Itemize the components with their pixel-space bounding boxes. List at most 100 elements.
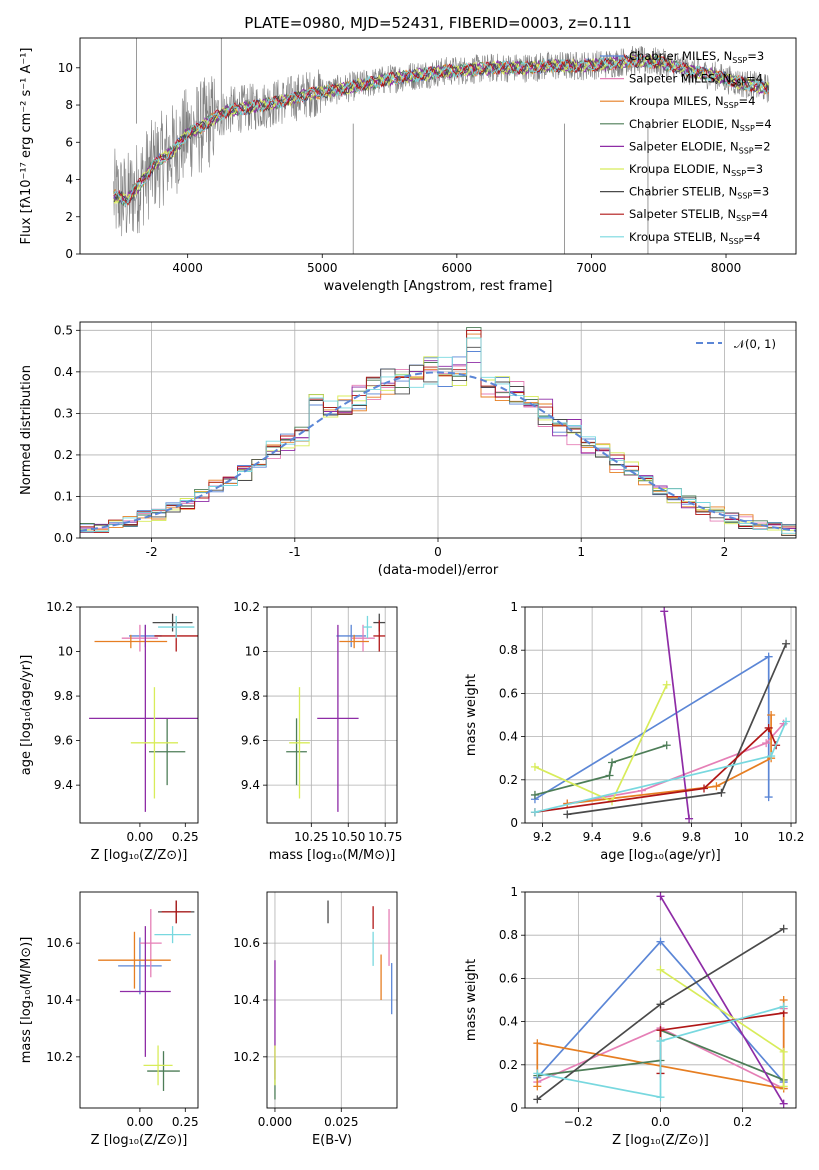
y-tick-label: 8: [65, 98, 73, 112]
series-marker-salpeter_elodie: [779, 1099, 788, 1108]
legend-item-salpeter_elodie: Salpeter ELODIE, NSSP=2: [629, 139, 771, 155]
y-tick-label: 1: [510, 600, 518, 614]
age_vs_Z-frame: [79, 606, 199, 824]
series-marker-kroupa_elodie: [530, 762, 539, 771]
y-tick-label: 0.8: [499, 643, 518, 657]
residual_hist-xlabel: (data-model)/error: [378, 563, 499, 578]
age_vs_mass-frame: [266, 606, 398, 824]
mass_vs_Z-frame: [79, 891, 199, 1109]
y-tick-label: 0.6: [499, 686, 518, 700]
weight_vs_Z-ylabel: mass weight: [464, 959, 479, 1041]
series-marker-chabrier_stelib: [533, 1095, 542, 1104]
y-tick-label: 0.2: [499, 773, 518, 787]
mass_vs_ebv-frame: [266, 891, 398, 1109]
mass_vs_Z-xlabel: Z [log₁₀(Z/Z⊙)]: [91, 1133, 188, 1148]
y-tick-label: 10: [245, 645, 260, 659]
x-tick-label: 0.25: [172, 830, 199, 844]
series-marker-salpeter_elodie: [660, 607, 669, 616]
series-line-salpeter_elodie: [663, 611, 690, 819]
series-marker-kroupa_miles: [533, 1082, 542, 1091]
series-marker-chabrier_stelib: [563, 810, 572, 819]
y-tick-label: 0.6: [499, 971, 518, 985]
y-tick-label: 0.8: [499, 928, 518, 942]
legend-item-kroupa_elodie: Kroupa ELODIE, NSSP=3: [629, 162, 763, 178]
series-line-salpeter_elodie: [659, 895, 785, 1105]
y-tick-label: 10: [58, 61, 73, 75]
series-line-kroupa_elodie: [534, 684, 668, 803]
series-marker-salpeter_elodie: [656, 892, 665, 901]
mass_vs_ebv-plot-area: [274, 900, 393, 1100]
weight_vs_Z-frame: [524, 891, 797, 1109]
residual_hist-ylabel: Normed distribution: [19, 365, 34, 495]
series-marker-chabrier_stelib: [782, 639, 791, 648]
y-tick-label: 10.6: [46, 936, 73, 950]
series-marker-salpeter_miles: [762, 739, 771, 748]
spectrum-model-chabrier_stelib: [113, 54, 769, 204]
spectrum-legend: Chabrier MILES, NSSP=3 Salpeter MILES, NS…: [600, 49, 772, 246]
age_vs_mass-grid: [267, 606, 397, 823]
weight_vs_age-ylabel: mass weight: [464, 674, 479, 756]
x-tick-label: 10.75: [368, 830, 402, 844]
series-marker-salpeter_elodie: [685, 814, 694, 823]
y-tick-label: 10.2: [233, 600, 260, 614]
x-tick-label: 10.2: [778, 830, 805, 844]
series-marker-kroupa_stelib: [782, 717, 791, 726]
y-tick-label: 0.4: [54, 365, 73, 379]
legend-item-salpeter_stelib: Salpeter STELIB, NSSP=4: [629, 207, 768, 223]
x-tick-label: 1: [577, 545, 585, 559]
spectrum-plot-area: [113, 38, 770, 254]
series-line-kroupa_stelib: [537, 1005, 784, 1099]
series-line-chabrier_stelib: [567, 643, 787, 816]
weight_vs_Z-plot-area: [533, 892, 788, 1108]
spectrum-model-kroupa_elodie: [113, 52, 769, 205]
y-tick-label: 2: [65, 210, 73, 224]
age_vs_Z-ylabel: age [log₁₀(age/yr)]: [19, 655, 34, 776]
series-marker-kroupa_stelib: [533, 1069, 542, 1078]
weight_vs_age-panel: 9.2 9.4 9.6 9.8 10 10.2 0 0.2 0.4 0.6 0.8 1 age [log…: [464, 600, 804, 863]
x-tick-label: 5000: [307, 261, 338, 275]
legend-item-chabrier_elodie: Chabrier ELODIE, NSSP=4: [629, 117, 772, 133]
y-tick-label: 0: [65, 247, 73, 261]
weight_vs_age-plot-area: [530, 607, 791, 823]
age_vs_Z-panel: 0.00 0.25 9.4 9.6 9.8 10 10.2 Z [log₁₀(Z/Z⊙)] ag…: [19, 600, 199, 863]
y-tick-label: 9.4: [54, 778, 73, 792]
mass_vs_Z-ylabel: mass [log₁₀(M/M⊙)]: [19, 937, 34, 1064]
weight_vs_Z-panel: −0.2 0.0 0.2 0 0.2 0.4 0.6 0.8 1 Z [log₁₀(Z/Z⊙)] m…: [464, 885, 797, 1148]
mass_vs_Z-plot-area: [98, 900, 195, 1091]
spectrum-model-salpeter_elodie: [113, 53, 769, 203]
mass_vs_ebv-xlabel: E(B-V): [312, 1133, 352, 1148]
y-tick-label: 4: [65, 173, 73, 187]
y-tick-label: 10: [58, 645, 73, 659]
y-tick-label: 9.6: [241, 734, 260, 748]
series-line-chabrier_elodie: [534, 744, 667, 796]
series-marker-kroupa_elodie: [662, 680, 671, 689]
age_vs_mass-xlabel: mass [log₁₀(M/M⊙)]: [269, 848, 396, 863]
age_vs_mass-panel: 10.25 10.50 10.75 9.4 9.6 9.8 10 10.2 mass [log₁…: [233, 600, 402, 863]
spectrum-xlabel: wavelength [Angstrom, rest frame]: [324, 279, 553, 294]
y-tick-label: 9.8: [241, 689, 260, 703]
x-tick-label: 0.25: [172, 1115, 199, 1129]
y-tick-label: 10.4: [46, 993, 73, 1007]
series-marker-chabrier_stelib: [656, 1000, 665, 1009]
residual_hist-panel: -2 -1 0 1 2 0.0 0.1 0.2 0.3 0.4 0.5 (data-model)/er…: [19, 321, 797, 578]
series-marker-kroupa_stelib: [530, 808, 539, 817]
spectrum-frame: [79, 37, 797, 255]
y-tick-label: 0.0: [54, 531, 73, 545]
y-tick-label: 0.2: [54, 448, 73, 462]
x-tick-label: 9.4: [583, 830, 602, 844]
mass_vs_Z-panel: 0.00 0.25 10.2 10.4 10.6 Z [log₁₀(Z/Z⊙)] mass …: [19, 891, 199, 1148]
y-tick-label: 1: [510, 885, 518, 899]
x-tick-label: 0: [434, 545, 442, 559]
y-tick-label: 9.8: [54, 689, 73, 703]
x-tick-label: 0.2: [733, 1115, 752, 1129]
x-tick-label: 0.00: [127, 1115, 154, 1129]
y-tick-label: 9.4: [241, 778, 260, 792]
y-tick-label: 10.6: [233, 936, 260, 950]
x-tick-label: 9.2: [533, 830, 552, 844]
series-marker-salpeter_stelib: [764, 723, 773, 732]
weight_vs_age-xlabel: age [log₁₀(age/yr)]: [600, 848, 721, 863]
y-tick-label: 0: [510, 816, 518, 830]
y-tick-label: 10.2: [46, 1050, 73, 1064]
series-marker-chabrier_miles: [656, 937, 665, 946]
residual_hist-frame: [79, 321, 797, 539]
